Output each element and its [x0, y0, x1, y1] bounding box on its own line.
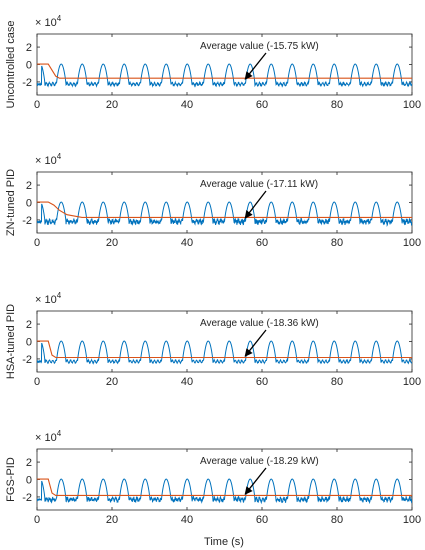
y-tick-label: 0	[26, 475, 32, 487]
x-tick-label: 20	[106, 99, 118, 111]
x-tick-label: 100	[403, 99, 421, 111]
x-tick-label: 20	[106, 237, 118, 249]
x-tick-label: 60	[256, 237, 268, 249]
x-tick-label: 0	[34, 376, 40, 388]
y-tick-label: 2	[26, 319, 32, 331]
y-axis-label: HSA-tuned PID	[5, 304, 17, 379]
y-tick-label: -2	[22, 77, 32, 89]
x-tick-label: 0	[34, 99, 40, 111]
x-tick-label: 60	[256, 514, 268, 526]
annotation-label: Average value (-17.11 kW)	[200, 179, 318, 190]
y-tick-label: 0	[26, 60, 32, 72]
y-tick-label: 2	[26, 180, 32, 192]
x-tick-label: 100	[403, 514, 421, 526]
x-tick-label: 20	[106, 376, 118, 388]
y-tick-label: -2	[22, 492, 32, 504]
annotation-label: Average value (-18.29 kW)	[200, 456, 319, 467]
x-tick-label: 40	[181, 376, 193, 388]
x-tick-label: 0	[34, 237, 40, 249]
y-exponent-label: × 104	[35, 152, 62, 167]
series-average-line	[37, 340, 412, 359]
series-blue-line	[37, 201, 412, 227]
y-tick-label: -2	[22, 354, 32, 366]
x-tick-label: 60	[256, 376, 268, 388]
series-blue-line	[37, 63, 412, 88]
series-average-line	[37, 478, 412, 496]
y-axis-label: Uncontrolled case	[5, 20, 17, 108]
x-tick-label: 80	[331, 376, 343, 388]
y-axis-label: ZN-tuned PID	[5, 169, 17, 236]
x-tick-label: 80	[331, 514, 343, 526]
annotation-arrow	[244, 52, 267, 80]
x-tick-label: 100	[403, 376, 421, 388]
series-blue-line	[37, 340, 412, 365]
y-tick-label: 2	[26, 457, 32, 469]
x-tick-label: 40	[181, 237, 193, 249]
x-tick-label: 40	[181, 99, 193, 111]
series-blue-line	[37, 478, 412, 505]
series-average-line	[37, 201, 412, 218]
y-tick-label: 0	[26, 198, 32, 210]
y-tick-label: -2	[22, 215, 32, 227]
x-tick-label: 20	[106, 514, 118, 526]
y-tick-label: 2	[26, 42, 32, 54]
y-axis-label: FGS-PID	[5, 457, 17, 502]
annotation-arrow	[244, 467, 267, 495]
series-average-line	[37, 63, 412, 79]
annotation-arrow	[244, 329, 267, 357]
x-tick-label: 0	[34, 514, 40, 526]
x-tick-label: 60	[256, 99, 268, 111]
x-tick-label: 80	[331, 99, 343, 111]
annotation-arrow	[244, 190, 267, 219]
x-tick-label: 100	[403, 237, 421, 249]
x-axis-label: Time (s)	[204, 536, 244, 548]
y-exponent-label: × 104	[35, 429, 62, 444]
annotation-label: Average value (-18.36 kW)	[200, 318, 319, 329]
y-tick-label: 0	[26, 337, 32, 349]
y-exponent-label: × 104	[35, 14, 62, 29]
annotation-label: Average value (-15.75 kW)	[200, 41, 319, 52]
x-tick-label: 40	[181, 514, 193, 526]
x-tick-label: 80	[331, 237, 343, 249]
y-exponent-label: × 104	[35, 291, 62, 306]
